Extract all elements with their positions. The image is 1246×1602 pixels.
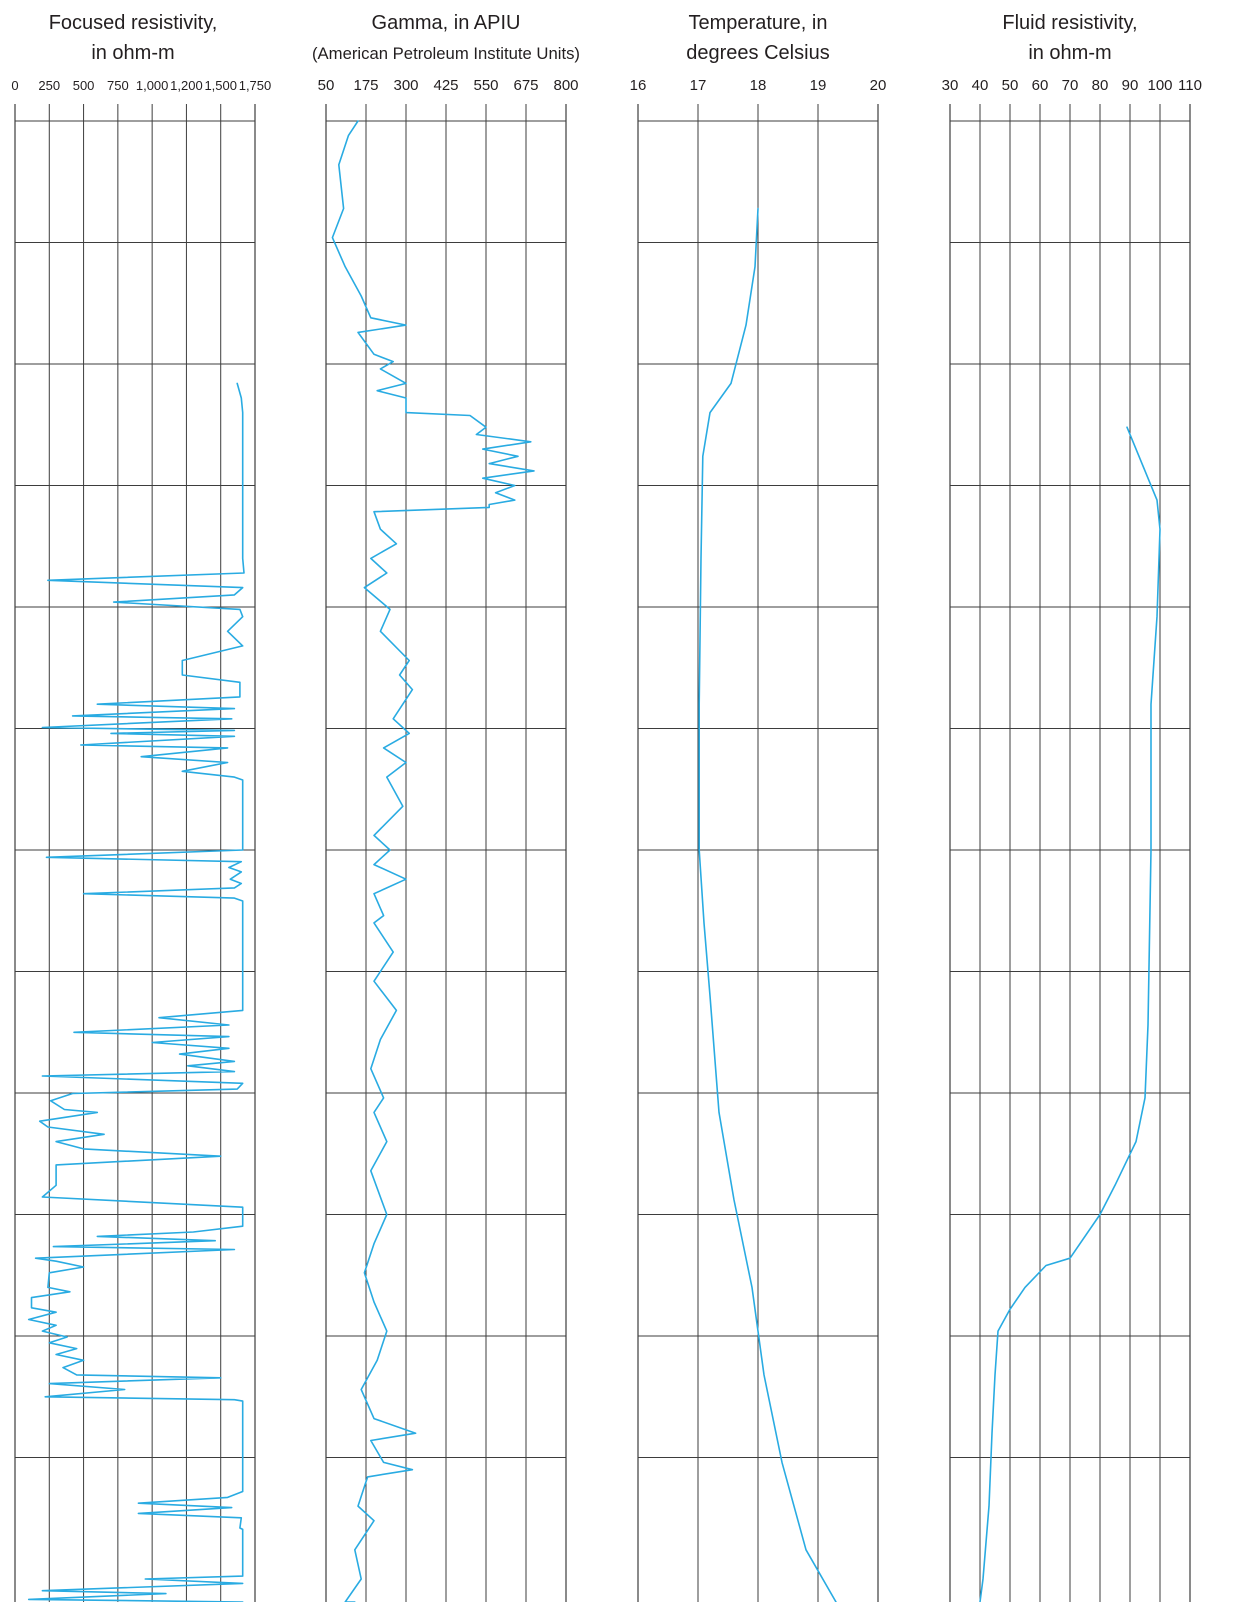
tick-label: 675: [513, 77, 538, 94]
panel-focused-resistivity: Focused resistivity, in ohm-m 0 250 500 750…: [11, 12, 271, 1602]
tick-labels: 50 175 300 425 550 675 800: [318, 77, 579, 94]
panel-title-line-2: in ohm-m: [1028, 42, 1111, 64]
panel-fluid-resistivity: Fluid resistivity, in ohm-m 30 40 50 60 70 80…: [942, 12, 1202, 1602]
panel-gamma: Gamma, in APIU (American Petroleum Insti…: [312, 12, 580, 1602]
tick-label: 19: [810, 77, 827, 94]
panel-title-line-1: Gamma, in APIU: [372, 12, 521, 34]
tick-labels: 0 250 500 750 1,000 1,200 1,500 1,750: [11, 78, 271, 93]
panel-title-line-1: Focused resistivity,: [49, 12, 218, 34]
tick-label: 40: [972, 77, 989, 94]
tick-label: 1,500: [204, 78, 237, 93]
grid: [325, 104, 567, 1602]
panel-temperature: Temperature, in degrees Celsius 16 17 18 19…: [630, 12, 887, 1602]
tick-labels: 30 40 50 60 70 80 90 100 110: [942, 77, 1202, 94]
grid: [637, 104, 879, 1602]
tick-label: 80: [1092, 77, 1109, 94]
tick-label: 175: [353, 77, 378, 94]
tick-label: 60: [1032, 77, 1049, 94]
tick-label: 1,200: [170, 78, 203, 93]
tick-label: 100: [1147, 77, 1172, 94]
tick-label: 550: [473, 77, 498, 94]
tick-label: 425: [433, 77, 458, 94]
tick-label: 70: [1062, 77, 1079, 94]
tick-label: 18: [750, 77, 767, 94]
panel-title-line-1: Fluid resistivity,: [1002, 12, 1137, 34]
grid: [949, 104, 1191, 1602]
tick-label: 0: [11, 78, 18, 93]
tick-label: 90: [1122, 77, 1139, 94]
tick-label: 800: [553, 77, 578, 94]
log-curve: [331, 120, 535, 1602]
tick-label: 50: [318, 77, 335, 94]
tick-label: 20: [870, 77, 887, 94]
tick-label: 16: [630, 77, 647, 94]
panel-title-line-2: in ohm-m: [91, 42, 174, 64]
log-curve: [27, 382, 245, 1602]
panel-title-line-2: degrees Celsius: [686, 42, 829, 64]
tick-label: 1,750: [239, 78, 272, 93]
curve: [698, 207, 837, 1602]
tick-label: 50: [1002, 77, 1019, 94]
curve: [27, 382, 245, 1602]
tick-labels: 16 17 18 19 20: [630, 77, 887, 94]
tick-label: 300: [393, 77, 418, 94]
panel-title-line-1: Temperature, in: [689, 12, 828, 34]
tick-label: 30: [942, 77, 959, 94]
curve: [979, 426, 1161, 1602]
curve: [331, 120, 535, 1602]
tick-label: 1,000: [136, 78, 169, 93]
tick-label: 500: [73, 78, 95, 93]
log-curve: [979, 426, 1161, 1602]
log-curve: [698, 207, 837, 1602]
tick-label: 110: [1178, 77, 1202, 94]
tick-label: 17: [690, 77, 707, 94]
tick-label: 750: [107, 78, 129, 93]
tick-label: 250: [38, 78, 60, 93]
panel-subtitle: (American Petroleum Institute Units): [312, 44, 580, 63]
